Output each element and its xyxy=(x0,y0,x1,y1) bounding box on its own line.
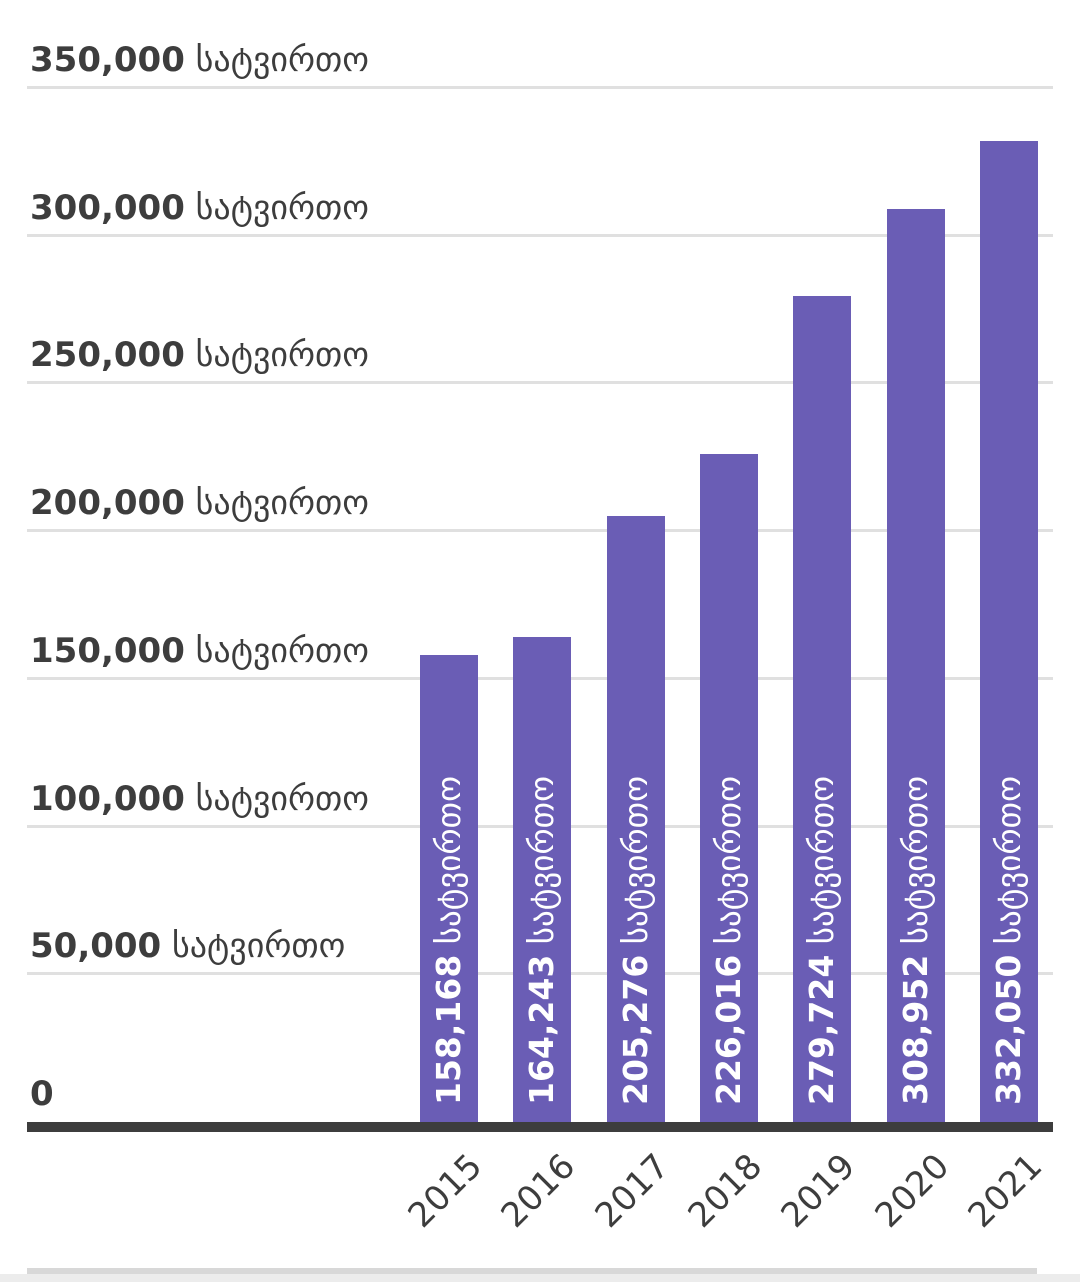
gridline-200000 xyxy=(27,529,1053,532)
bar-unit: სატვირთო xyxy=(616,775,655,955)
bar-unit: სატვირთო xyxy=(522,775,561,955)
y-axis-tick-label-350000: 350,000 სატვირთო xyxy=(30,38,369,82)
y-axis-tick-label-100000: 100,000 სატვირთო xyxy=(30,777,369,821)
y-tick-value: 0 xyxy=(30,1074,54,1114)
y-tick-unit: სატვირთო xyxy=(161,926,346,966)
y-axis-tick-label-150000: 150,000 სატვირთო xyxy=(30,629,369,673)
bar-value-label-2019: 279,724 სატვირთო xyxy=(802,775,841,1105)
x-axis-label-2017: 2017 xyxy=(588,1146,678,1236)
y-tick-value: 150,000 xyxy=(30,631,185,671)
y-tick-value: 100,000 xyxy=(30,779,185,819)
x-axis-line xyxy=(27,1122,1053,1132)
y-tick-unit: სატვირთო xyxy=(184,631,369,671)
y-tick-unit: სატვირთო xyxy=(184,779,369,819)
bar-value: 226,016 xyxy=(709,954,748,1105)
x-axis-label-2015: 2015 xyxy=(401,1146,491,1236)
bar-2018: 226,016 სატვირთო xyxy=(700,454,758,1122)
bar-2016: 164,243 სატვირთო xyxy=(513,637,571,1122)
bar-2020: 308,952 სატვირთო xyxy=(887,209,945,1122)
y-tick-unit: სატვირთო xyxy=(184,335,369,375)
y-tick-value: 250,000 xyxy=(30,335,185,375)
y-tick-unit: სატვირთო xyxy=(184,483,369,523)
bar-unit: სატვირთო xyxy=(709,775,748,955)
y-axis-tick-label-0: 0 xyxy=(30,1072,54,1116)
y-axis-tick-label-50000: 50,000 სატვირთო xyxy=(30,924,345,968)
bar-unit: სატვირთო xyxy=(429,775,468,955)
x-axis-label-2018: 2018 xyxy=(681,1146,771,1236)
bar-value: 308,952 xyxy=(896,954,935,1105)
bar-unit: სატვირთო xyxy=(896,775,935,955)
y-axis-tick-label-250000: 250,000 სატვირთო xyxy=(30,333,369,377)
x-axis-label-2019: 2019 xyxy=(774,1146,864,1236)
y-tick-value: 300,000 xyxy=(30,188,185,228)
x-axis-label-2016: 2016 xyxy=(494,1146,584,1236)
bar-value-label-2021: 332,050 სატვირთო xyxy=(989,775,1028,1105)
bar-2017: 205,276 სატვირთო xyxy=(607,516,665,1122)
bar-value-label-2020: 308,952 სატვირთო xyxy=(896,775,935,1105)
bar-value: 158,168 xyxy=(429,954,468,1105)
bar-unit: სატვირთო xyxy=(989,775,1028,955)
gridline-350000 xyxy=(27,86,1053,89)
bar-unit: სატვირთო xyxy=(802,775,841,955)
y-axis-tick-label-200000: 200,000 სატვირთო xyxy=(30,481,369,525)
page-bottom-band xyxy=(0,1274,1080,1282)
bar-value-label-2018: 226,016 სატვირთო xyxy=(709,775,748,1105)
gridline-300000 xyxy=(27,234,1053,237)
x-axis-label-2020: 2020 xyxy=(868,1146,958,1236)
bar-2021: 332,050 სატვირთო xyxy=(980,141,1038,1122)
bar-2019: 279,724 სატვირთო xyxy=(793,296,851,1122)
y-tick-unit: სატვირთო xyxy=(184,40,369,80)
y-tick-unit: სატვირთო xyxy=(184,188,369,228)
bar-value: 332,050 xyxy=(989,954,1028,1105)
bar-value-label-2017: 205,276 სატვირთო xyxy=(616,775,655,1105)
bar-value: 279,724 xyxy=(802,954,841,1105)
bar-value-label-2015: 158,168 სატვირთო xyxy=(429,775,468,1105)
y-tick-value: 50,000 xyxy=(30,926,162,966)
y-tick-value: 350,000 xyxy=(30,40,185,80)
bar-2015: 158,168 სატვირთო xyxy=(420,655,478,1122)
y-axis-tick-label-300000: 300,000 სატვირთო xyxy=(30,186,369,230)
bar-value-label-2016: 164,243 სატვირთო xyxy=(522,775,561,1105)
y-tick-value: 200,000 xyxy=(30,483,185,523)
x-axis-label-2021: 2021 xyxy=(961,1146,1051,1236)
bottom-divider-line xyxy=(27,1268,1037,1274)
bar-value: 205,276 xyxy=(616,954,655,1105)
bar-value: 164,243 xyxy=(522,954,561,1105)
gridline-250000 xyxy=(27,381,1053,384)
